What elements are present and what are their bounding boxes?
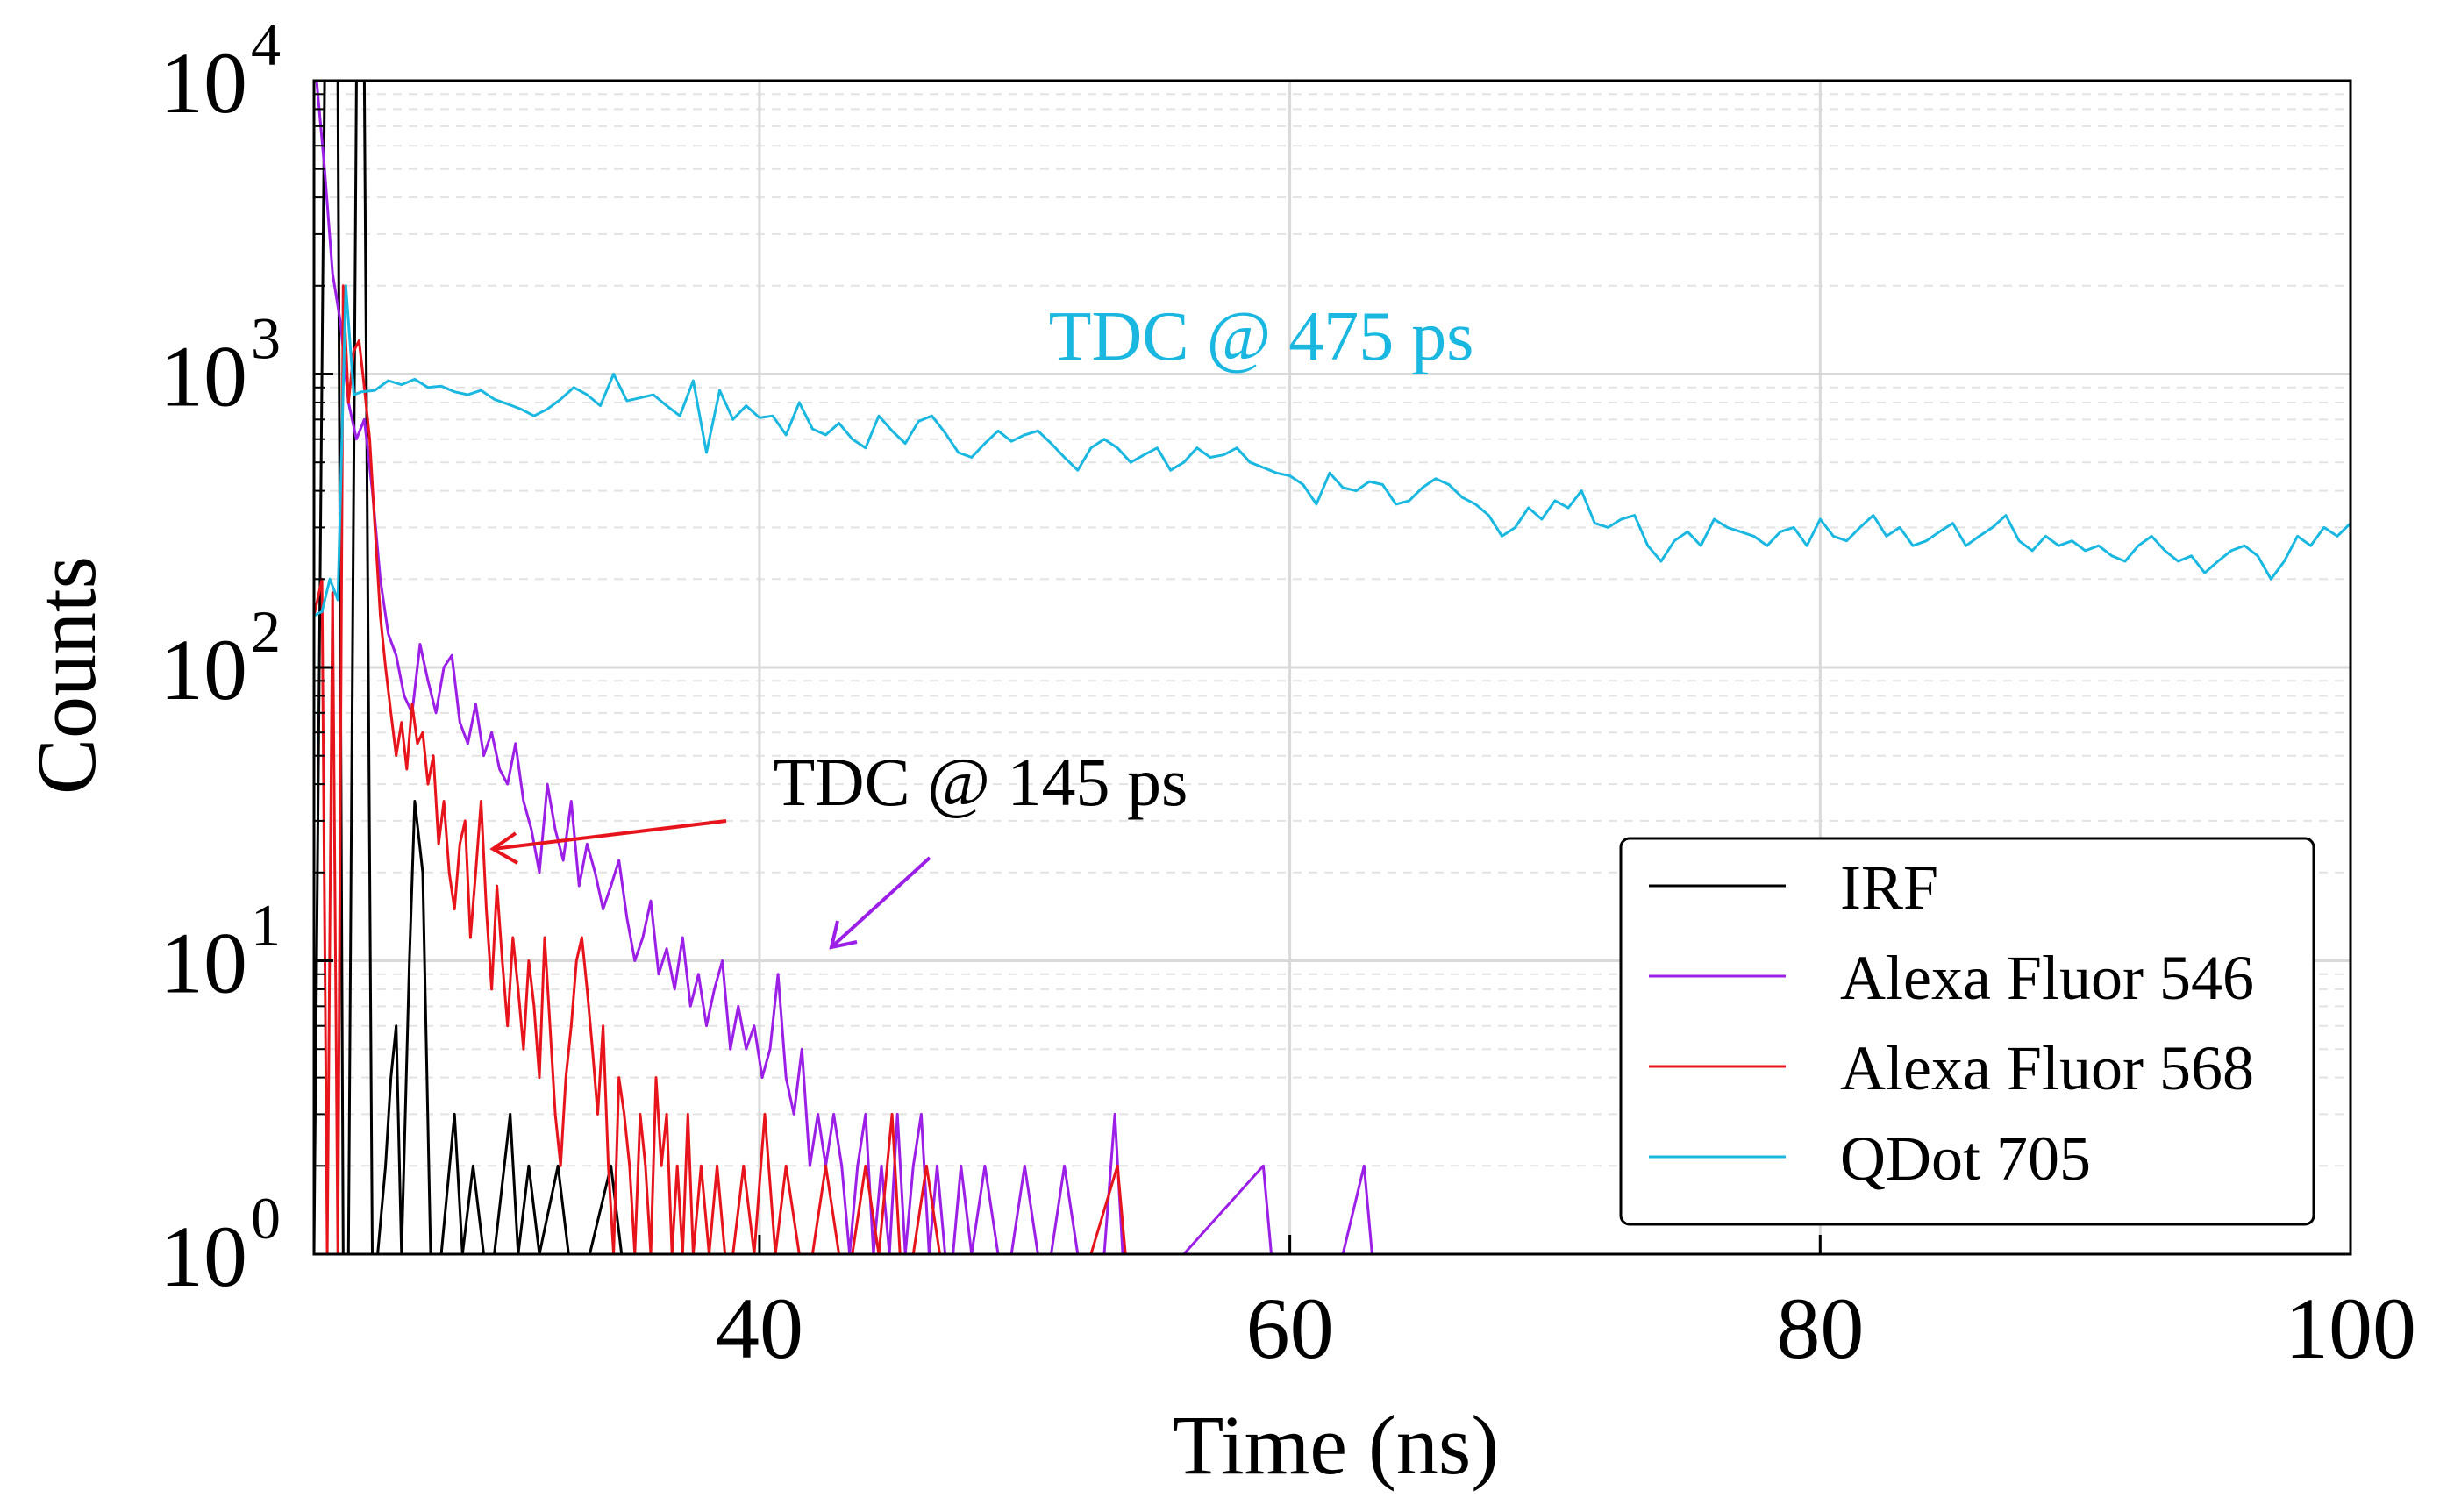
legend: IRF Alexa Fluor 546 Alexa Fluor 568 QDot…	[1619, 837, 2315, 1226]
y-tick-base: 10	[160, 621, 247, 718]
series-alexa-fluor-568	[314, 284, 1127, 1254]
y-tick-base: 10	[160, 34, 247, 132]
y-tick-base: 10	[160, 915, 247, 1012]
x-tick-label: 80	[1776, 1280, 1864, 1377]
y-axis-label: Counts	[19, 556, 113, 795]
y-tick-label: 10 3	[160, 305, 281, 425]
x-tick-label: 100	[2285, 1280, 2416, 1377]
y-tick-label: 10 0	[160, 1185, 281, 1305]
legend-item-alexa-fluor-546: Alexa Fluor 546	[1649, 943, 2254, 1013]
y-tick-exponent: 2	[251, 598, 281, 665]
arrow-red	[489, 819, 727, 865]
x-tick-label: 40	[716, 1280, 803, 1377]
arrow-purple	[829, 856, 931, 950]
y-tick-label: 10 1	[160, 892, 281, 1012]
legend-item-alexa-fluor-568: Alexa Fluor 568	[1649, 1033, 2254, 1103]
legend-label-irf: IRF	[1840, 852, 1938, 923]
grid	[314, 79, 2352, 1256]
y-tick-exponent: 0	[251, 1185, 281, 1252]
y-tick-base: 10	[160, 328, 247, 425]
y-tick-label: 10 2	[160, 598, 281, 718]
annotation-tdc-145: TDC @ 145 ps	[774, 744, 1188, 820]
legend-box	[1619, 837, 2315, 1226]
legend-item-qdot-705: QDot 705	[1649, 1123, 2091, 1194]
plot-area	[314, 81, 2351, 1254]
legend-label-qdot-705: QDot 705	[1840, 1123, 2091, 1194]
annotation-tdc-475: TDC @ 475 ps	[1049, 298, 1474, 375]
legend-item-irf: IRF	[1649, 852, 1938, 923]
series-irf	[314, 81, 760, 1254]
y-tick-base: 10	[160, 1208, 247, 1305]
y-tick-exponent: 3	[251, 305, 281, 372]
y-tick-label: 10 4	[160, 11, 281, 132]
x-axis-label: Time (ns)	[1173, 1398, 1500, 1492]
legend-label-alexa-fluor-546: Alexa Fluor 546	[1840, 943, 2254, 1013]
y-tick-exponent: 4	[251, 11, 281, 78]
x-tick-label: 60	[1246, 1280, 1334, 1377]
legend-label-alexa-fluor-568: Alexa Fluor 568	[1840, 1033, 2254, 1103]
series-alexa-fluor-546	[315, 81, 1396, 1254]
series-qdot-705	[314, 284, 2351, 617]
y-tick-exponent: 1	[251, 892, 281, 959]
